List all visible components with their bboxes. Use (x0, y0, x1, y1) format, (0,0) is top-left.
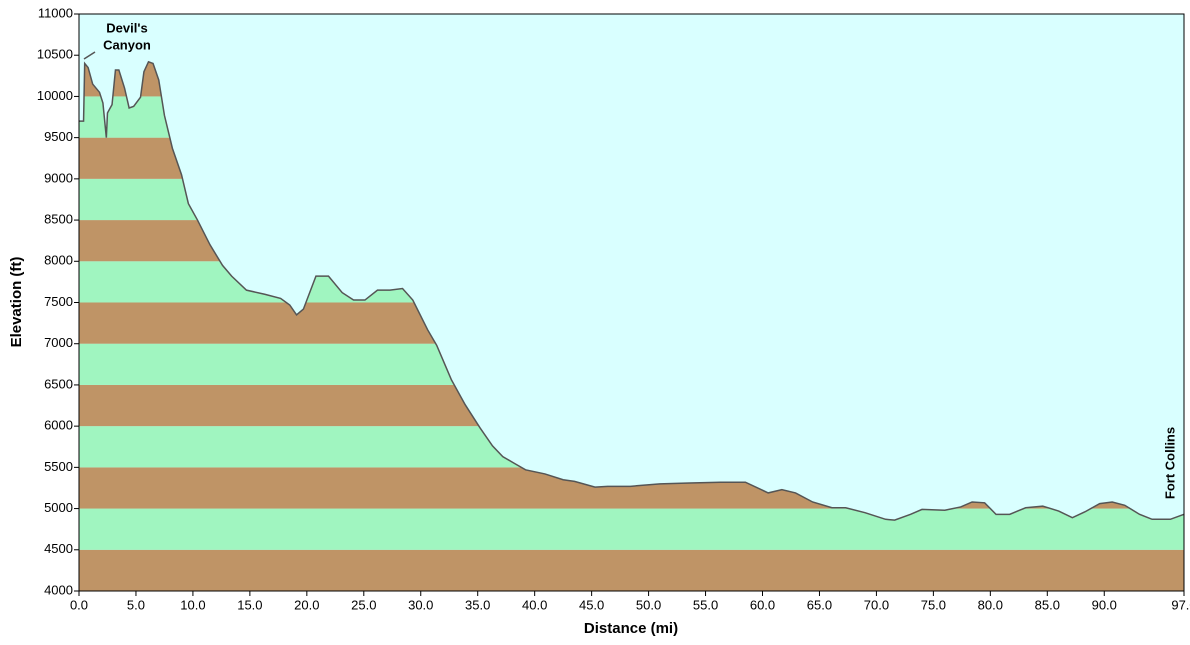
y-tick-label: 8000 (44, 253, 73, 268)
x-tick-label: 30.0 (408, 597, 433, 612)
x-tick-label: 20.0 (294, 597, 319, 612)
y-tick-label: 10000 (37, 88, 73, 103)
plot-frame (78, 13, 1185, 592)
elevation-line (79, 60, 1185, 521)
y-tick-label: 10500 (37, 47, 73, 62)
annotation: Canyon (103, 37, 151, 52)
x-axis-title: Distance (mi) (584, 620, 678, 637)
y-tick-label: 4500 (44, 541, 73, 556)
chart-layer (74, 13, 1185, 596)
x-tick-label: 85.0 (1035, 597, 1060, 612)
x-tick-label: 35.0 (465, 597, 490, 612)
x-tick-label: 5.0 (127, 597, 145, 612)
x-tick-label: 75.0 (921, 597, 946, 612)
x-tick-label: 80.0 (978, 597, 1003, 612)
y-tick-label: 5500 (44, 459, 73, 474)
x-tick-label: 25.0 (351, 597, 376, 612)
x-tick-label: 90.0 (1092, 597, 1117, 612)
y-tick-label: 4000 (44, 582, 73, 597)
y-tick-label: 7500 (44, 294, 73, 309)
x-tick-label: 0.0 (70, 597, 88, 612)
x-tick-label: 70.0 (864, 597, 889, 612)
elevation-band (79, 549, 1184, 591)
x-tick-label: 50.0 (636, 597, 661, 612)
x-tick-label: 65.0 (807, 597, 832, 612)
annotation: Devil's (106, 20, 147, 35)
annotation-leader (83, 51, 96, 60)
y-axis-title: Elevation (ft) (8, 257, 25, 348)
annotation: Fort Collins (1162, 427, 1177, 499)
x-tick-label: 55.0 (693, 597, 718, 612)
y-tick-label: 6500 (44, 376, 73, 391)
y-tick-label: 6000 (44, 418, 73, 433)
x-tick-label: 15.0 (237, 597, 262, 612)
x-tick-label: 60.0 (750, 597, 775, 612)
y-tick-label: 11000 (38, 5, 73, 20)
y-tick-label: 5000 (44, 500, 73, 515)
y-tick-label: 7000 (44, 335, 73, 350)
elevation-band (79, 508, 1184, 550)
y-tick-label: 8500 (44, 212, 73, 227)
x-tick-label: 97.0 (1171, 597, 1190, 612)
y-tick-label: 9500 (44, 129, 73, 144)
x-tick-label: 40.0 (522, 597, 547, 612)
x-tick-label: 45.0 (579, 597, 604, 612)
y-tick-label: 9000 (44, 170, 73, 185)
x-tick-label: 10.0 (180, 597, 205, 612)
